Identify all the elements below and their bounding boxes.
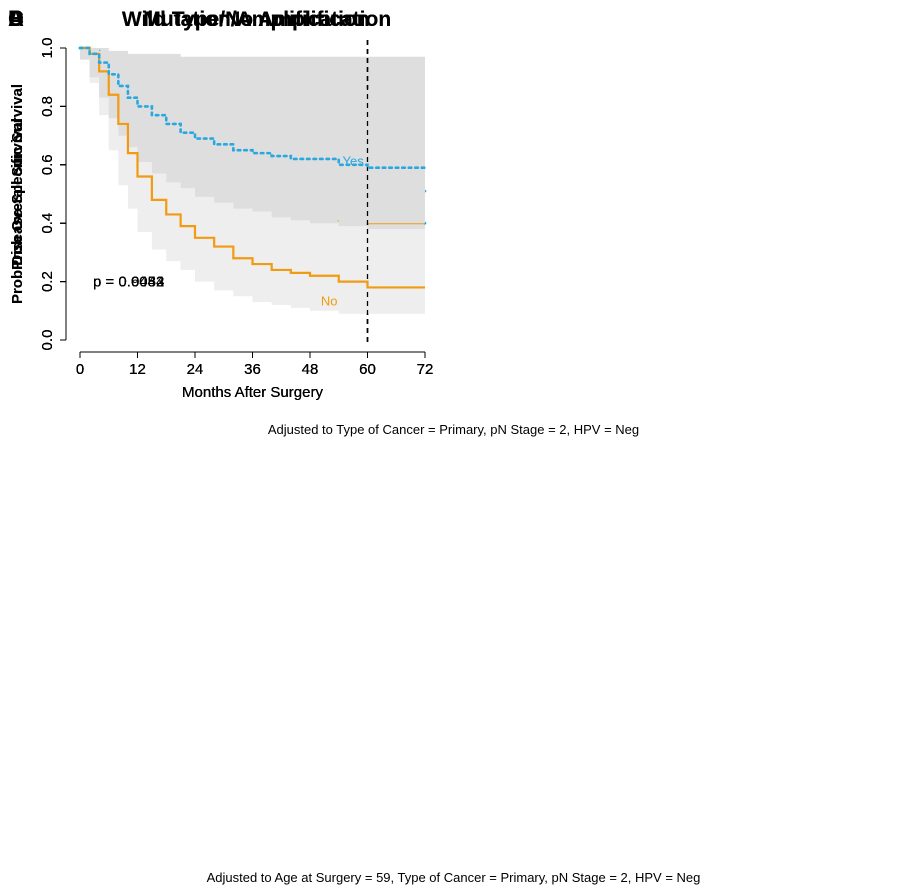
y-tick-label: 0.0 bbox=[39, 330, 56, 351]
y-tick-label: 0.0 bbox=[39, 330, 56, 351]
y-axis-label: Prob Disease-Specific Survival bbox=[9, 84, 26, 304]
y-axis-label: Prob Overall Survival bbox=[9, 118, 26, 270]
x-tick-label: 60 bbox=[359, 361, 376, 378]
x-axis-label: Months After Surgery bbox=[182, 384, 323, 401]
y-tick-label: 0.8 bbox=[39, 96, 56, 117]
p-value-label: p = 0.0043 bbox=[93, 274, 164, 291]
x-tick-label: 0 bbox=[76, 361, 84, 378]
y-axis-label: Prob Disease-Specific Survival bbox=[9, 84, 26, 304]
x-tick-label: 24 bbox=[187, 361, 204, 378]
panel-d-chart: 0 12 24 36 48 60 72 0.0 0.2 0.4 0.6 0.8 1.0 Months Af… bbox=[8, 6, 434, 401]
p-value-label: p = 0.6082 bbox=[93, 274, 164, 291]
y-tick-label: 1.0 bbox=[39, 38, 56, 59]
x-tick-label: 0 bbox=[76, 361, 84, 378]
x-tick-label: 60 bbox=[359, 361, 376, 378]
x-tick-label: 36 bbox=[244, 361, 261, 378]
y-tick-label: 0.2 bbox=[39, 271, 56, 292]
y-tick-label: 0.8 bbox=[39, 96, 56, 117]
x-tick-label: 36 bbox=[244, 361, 261, 378]
x-tick-label: 60 bbox=[359, 361, 376, 378]
y-tick-label: 0.6 bbox=[39, 154, 56, 175]
y-tick-label: 1.0 bbox=[39, 38, 56, 59]
y-tick-label: 0.4 bbox=[39, 213, 56, 234]
y-tick-label: 0.6 bbox=[39, 154, 56, 175]
y-tick-label: 0.2 bbox=[39, 271, 56, 292]
ci-band-no bbox=[80, 48, 425, 314]
x-axis-label: Months After Surgery bbox=[182, 384, 323, 401]
x-axis-label: Months After Surgery bbox=[182, 384, 323, 401]
y-tick-label: 1.0 bbox=[39, 38, 56, 59]
x-tick-label: 60 bbox=[359, 361, 376, 378]
y-tick-label: 0.2 bbox=[39, 271, 56, 292]
y-tick-label: 0.8 bbox=[39, 96, 56, 117]
x-tick-label: 48 bbox=[302, 361, 319, 378]
panel-letter: D bbox=[8, 6, 24, 31]
x-tick-label: 24 bbox=[187, 361, 204, 378]
chart-title: Wild Type/No Amplification bbox=[122, 8, 391, 31]
y-tick-label: 0.2 bbox=[39, 271, 56, 292]
panel-letter: A bbox=[8, 6, 24, 31]
y-tick-label: 0.4 bbox=[39, 213, 56, 234]
x-tick-label: 12 bbox=[129, 361, 146, 378]
x-tick-label: 36 bbox=[244, 361, 261, 378]
adjustment-note-bottom: Adjusted to Age at Surgery = 59, Type of… bbox=[206, 870, 701, 885]
series-label-no: No bbox=[321, 293, 338, 308]
x-tick-label: 48 bbox=[302, 361, 319, 378]
y-tick-label: 0.4 bbox=[39, 213, 56, 234]
chart-title: Mutation/Amplification bbox=[143, 8, 369, 31]
y-tick-label: 0.0 bbox=[39, 330, 56, 351]
y-tick-label: 1.0 bbox=[39, 38, 56, 59]
adjustment-note-top: Adjusted to Type of Cancer = Primary, pN… bbox=[267, 422, 640, 437]
x-tick-label: 36 bbox=[244, 361, 261, 378]
chart-title: Mutation/Amplification bbox=[143, 8, 369, 31]
x-tick-label: 72 bbox=[417, 361, 434, 378]
curve-no bbox=[80, 46, 425, 289]
p-value-label: p = 0.0032 bbox=[93, 274, 164, 291]
y-tick-label: 0.8 bbox=[39, 96, 56, 117]
panel-letter: B bbox=[8, 6, 24, 31]
p-value-label: p = 0.9454 bbox=[93, 274, 164, 291]
curve-yes bbox=[78, 46, 427, 170]
x-tick-label: 24 bbox=[187, 361, 204, 378]
series-label-yes: Yes bbox=[343, 154, 365, 169]
ci-band-yes bbox=[80, 48, 425, 224]
x-tick-label: 24 bbox=[187, 361, 204, 378]
x-tick-label: 48 bbox=[302, 361, 319, 378]
x-tick-label: 0 bbox=[76, 361, 84, 378]
y-tick-label: 0.6 bbox=[39, 154, 56, 175]
x-tick-label: 72 bbox=[417, 361, 434, 378]
panel-letter: C bbox=[8, 6, 24, 31]
x-axis-label: Months After Surgery bbox=[182, 384, 323, 401]
x-tick-label: 72 bbox=[417, 361, 434, 378]
x-tick-label: 12 bbox=[129, 361, 146, 378]
x-tick-label: 12 bbox=[129, 361, 146, 378]
y-tick-label: 0.6 bbox=[39, 154, 56, 175]
x-tick-label: 72 bbox=[417, 361, 434, 378]
y-tick-label: 0.0 bbox=[39, 330, 56, 351]
chart-title: Wild Type/No Amplification bbox=[122, 8, 391, 31]
x-tick-label: 12 bbox=[129, 361, 146, 378]
x-tick-label: 48 bbox=[302, 361, 319, 378]
x-tick-label: 0 bbox=[76, 361, 84, 378]
y-tick-label: 0.4 bbox=[39, 213, 56, 234]
y-axis-label: Prob Overall Survival bbox=[9, 118, 26, 270]
